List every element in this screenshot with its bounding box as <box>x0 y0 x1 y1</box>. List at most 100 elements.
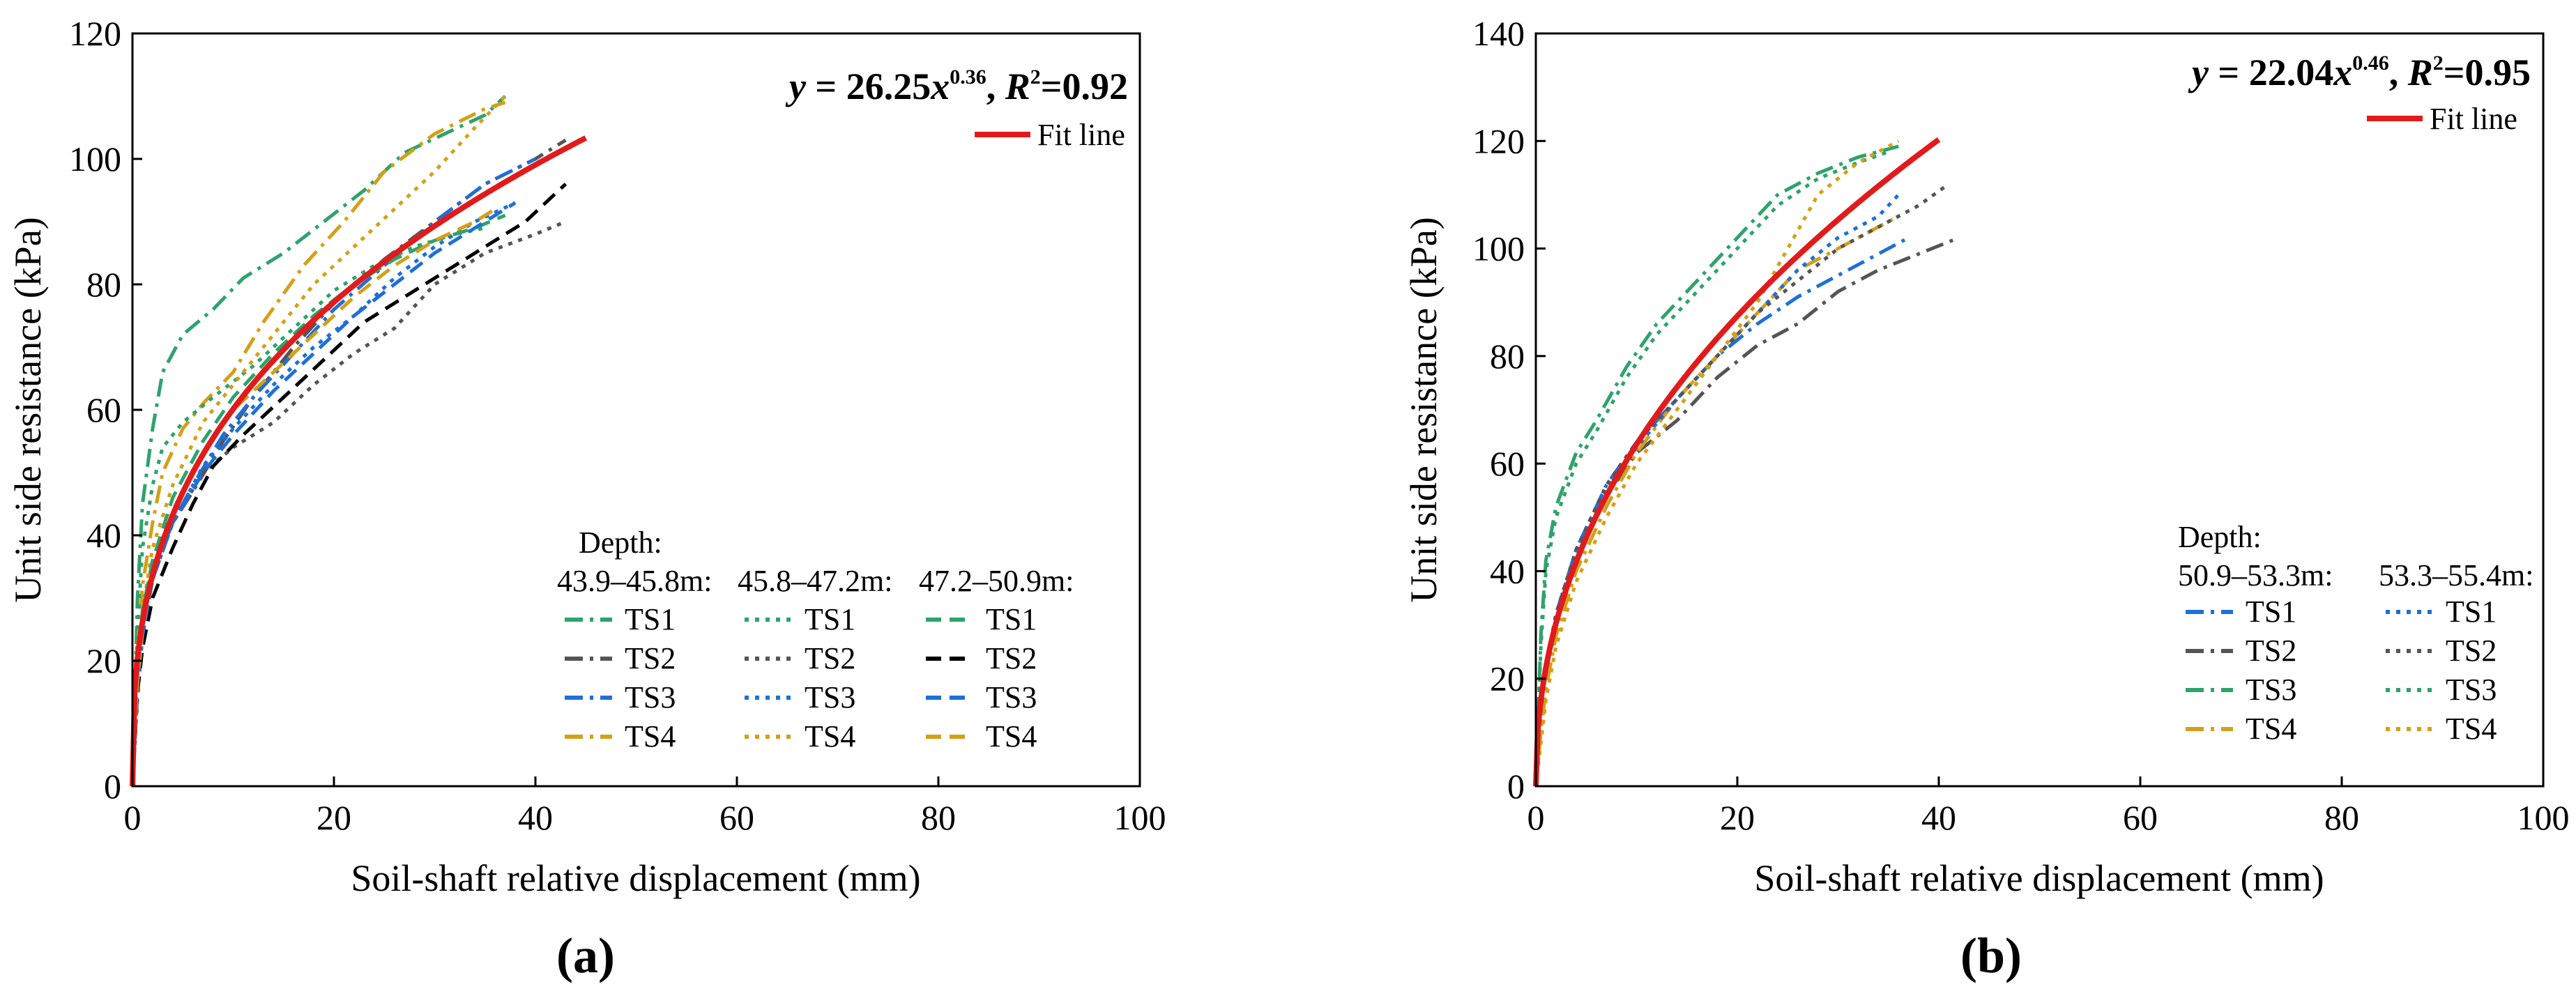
panel-b-equation: y = 22.04x0.46, R2=0.95 <box>2188 52 2531 93</box>
eq-b-sep: , <box>2389 52 2408 93</box>
panel-b-legend-label-g1-ts4: TS4 <box>2446 712 2497 746</box>
panel-a-y-tick-label: 120 <box>69 14 121 53</box>
panel-a-series-g0-ts1 <box>130 95 507 787</box>
eq-a-var: x <box>930 66 950 107</box>
panel-a-legend-label-g0-ts3: TS3 <box>625 680 676 714</box>
panel-b-label: (b) <box>1960 928 2022 983</box>
panel-a-series <box>130 95 588 787</box>
panel-a-legend-label-g0-ts2: TS2 <box>625 641 676 675</box>
panel-a-legend-label-g2-ts4: TS4 <box>986 719 1037 753</box>
panel-b-series-g1-ts1 <box>1534 193 1900 787</box>
panel-a-legend-group-0: 43.9–45.8m: <box>557 564 712 598</box>
panel-a-series-g0-ts4 <box>130 100 506 787</box>
panel-a-x-tick-label: 80 <box>921 798 956 837</box>
panel-a-x-tick-label: 100 <box>1114 798 1166 837</box>
panel-a-legend-group-2: 47.2–50.9m: <box>919 564 1074 598</box>
panel-a-y-tick-label: 100 <box>69 139 121 178</box>
eq-b-exp: 0.46 <box>2352 52 2389 75</box>
panel-a-legend-label-g2-ts3: TS3 <box>986 680 1037 714</box>
panel-a-equation: y = 26.25x0.36, R2=0.92 <box>785 66 1128 107</box>
eq-a-rval: =0.92 <box>1041 66 1128 107</box>
eq-a-coef: 26.25 <box>846 66 931 107</box>
panel-b-legend-label-g1-ts2: TS2 <box>2446 634 2497 668</box>
panel-a-legend-label-g2-ts2: TS2 <box>986 641 1037 675</box>
panel-a-series-g2-ts3 <box>130 201 517 787</box>
panel-b-legend-label-g1-ts3: TS3 <box>2446 673 2497 707</box>
panel-b-series-g1-ts2 <box>1534 182 1950 787</box>
panel-a-legend-label-g1-ts2: TS2 <box>805 641 855 675</box>
panel-b-y-tick-label: 80 <box>1490 337 1525 376</box>
panel-b-legend-group-1: 53.3–55.4m: <box>2379 558 2533 592</box>
panel-a-x-tick-label: 0 <box>124 798 142 837</box>
panel-a-x-axis-label: Soil-shaft relative displacement (mm) <box>351 857 920 899</box>
panel-b-legend-label-g0-ts4: TS4 <box>2246 712 2296 746</box>
panel-b-legend: Depth:50.9–53.3m:TS1TS2TS3TS453.3–55.4m:… <box>2178 520 2533 746</box>
panel-b-series-g1-ts4 <box>1534 139 1900 787</box>
panel-a-y-tick-label: 0 <box>104 767 121 806</box>
panel-a-series-g1-ts1 <box>130 226 486 787</box>
panel-b-legend-label-g0-ts1: TS1 <box>2246 595 2296 629</box>
panel-a-legend-group-1: 45.8–47.2m: <box>738 564 892 598</box>
panel-a-legend-label-g1-ts1: TS1 <box>805 602 855 636</box>
panel-b-y-tick-label: 140 <box>1472 14 1525 53</box>
panel-a-y-tick-label: 80 <box>86 265 121 304</box>
panel-b-legend-label-g0-ts3: TS3 <box>2246 673 2296 707</box>
panel-b-y-axis-label: Unit side resistance (kPa) <box>1403 217 1445 602</box>
panel-a-legend-label-g1-ts4: TS4 <box>805 719 855 753</box>
panel-b-series <box>1533 137 1960 787</box>
panel-b-legend-label-g1-ts1: TS1 <box>2446 595 2497 629</box>
panel-a-legend-label-g0-ts1: TS1 <box>625 602 676 636</box>
eq-b-rsq-exp: 2 <box>2433 52 2444 75</box>
panel-a-y-tick-label: 60 <box>86 390 121 429</box>
panel-b-y-tick-label: 40 <box>1490 551 1525 590</box>
eq-a-eq: = <box>806 66 846 107</box>
panel-b-x-tick-label: 0 <box>1527 798 1545 837</box>
panel-a: 0 20 40 60 80 100 0 20 40 60 80 100 120 Soil-shaft r… <box>7 14 1166 983</box>
panel-b-plot-frame <box>1534 32 2545 788</box>
eq-b-lhs: y <box>2188 52 2209 93</box>
panel-b-series-g0-ts2 <box>1534 236 1960 787</box>
panel-b-legend-label-g0-ts2: TS2 <box>2246 634 2296 668</box>
panel-a-fit-legend-label: Fit line <box>1037 118 1125 152</box>
panel-b-fit-line <box>1533 137 1941 787</box>
panel-b-ticks: 0 20 40 60 80 100 0 20 40 60 80 100 120 140 <box>1472 14 2570 837</box>
eq-a-rsym: R <box>1005 66 1030 107</box>
panel-a-legend-label-g2-ts1: TS1 <box>986 602 1037 636</box>
panel-b-x-tick-label: 100 <box>2517 798 2570 837</box>
panel-a-legend-label-g1-ts3: TS3 <box>805 680 855 714</box>
panel-b-series-g0-ts4 <box>1534 215 1900 787</box>
panel-a-series-g0-ts3 <box>130 157 537 787</box>
panel-b-y-tick-label: 20 <box>1490 659 1525 698</box>
panel-a-y-axis-label: Unit side resistance (kPa) <box>7 217 49 602</box>
panel-a-legend: Depth: 43.9–45.8m: TS1 TS2 TS3 TS4 45.8–47.2m:… <box>557 526 1074 753</box>
panel-a-fit-line <box>130 135 588 787</box>
panel-b-x-tick-label: 80 <box>2324 798 2359 837</box>
panel-b-fit-legend-label: Fit line <box>2430 102 2517 136</box>
eq-b-rval: =0.95 <box>2444 52 2531 93</box>
panel-b-series-g0-ts1 <box>1534 236 1910 787</box>
panel-b-y-tick-label: 120 <box>1472 121 1525 160</box>
eq-b-eq: = <box>2209 52 2249 93</box>
panel-a-y-tick-label: 40 <box>86 516 121 555</box>
eq-b-rsym: R <box>2407 52 2433 93</box>
eq-a-lhs: y <box>785 66 807 107</box>
panel-b-y-tick-label: 100 <box>1472 229 1525 268</box>
panel-b-y-tick-label: 60 <box>1490 444 1525 483</box>
panel-a-x-tick-label: 60 <box>719 798 754 837</box>
panel-a-ticks: 0 20 40 60 80 100 0 20 40 60 80 100 120 <box>69 14 1166 837</box>
panel-b-x-axis-label: Soil-shaft relative displacement (mm) <box>1754 857 2324 899</box>
eq-a-rsq-exp: 2 <box>1030 66 1041 89</box>
panel-a-x-tick-label: 40 <box>518 798 553 837</box>
panel-b-x-tick-label: 20 <box>1720 798 1755 837</box>
panel-b-legend-title: Depth: <box>2178 520 2262 554</box>
panel-b-y-tick-label: 0 <box>1507 767 1525 806</box>
eq-b-var: x <box>2333 52 2352 93</box>
panel-b-series-g1-ts3 <box>1534 150 1889 787</box>
panel-a-series-g1-ts2 <box>130 220 567 787</box>
panel-a-legend-title: Depth: <box>579 526 662 560</box>
panel-a-y-tick-label: 20 <box>86 641 121 680</box>
eq-a-exp: 0.36 <box>950 66 986 89</box>
panel-b-legend-group-0: 50.9–53.3m: <box>2178 558 2333 592</box>
